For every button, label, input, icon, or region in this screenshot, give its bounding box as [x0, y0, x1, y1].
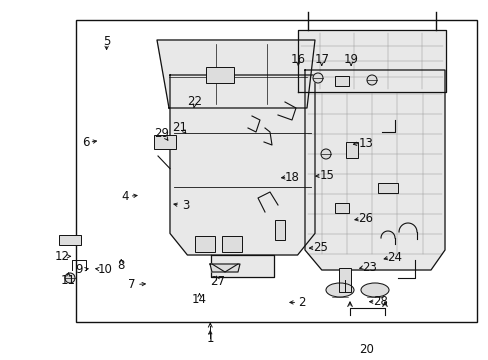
Text: 11: 11: [61, 274, 76, 287]
Text: 4: 4: [121, 190, 128, 203]
Text: 8: 8: [117, 259, 125, 272]
Circle shape: [312, 73, 323, 83]
Text: 25: 25: [312, 241, 327, 254]
Text: 6: 6: [81, 136, 89, 149]
Bar: [59, 235, 81, 245]
Text: 22: 22: [187, 95, 202, 108]
Text: 17: 17: [314, 53, 328, 66]
Bar: [274, 220, 285, 240]
Text: 16: 16: [290, 53, 305, 66]
Bar: [334, 203, 348, 213]
Polygon shape: [297, 30, 445, 92]
Polygon shape: [157, 40, 314, 108]
Text: 13: 13: [358, 137, 372, 150]
Bar: [205, 67, 234, 83]
Text: 10: 10: [98, 263, 112, 276]
Text: 19: 19: [343, 53, 358, 66]
Polygon shape: [170, 75, 314, 255]
Polygon shape: [305, 70, 444, 270]
Bar: [76, 20, 476, 322]
Text: 15: 15: [319, 169, 333, 182]
Text: 9: 9: [75, 263, 83, 276]
Bar: [346, 142, 357, 158]
Bar: [222, 236, 242, 252]
Polygon shape: [210, 255, 274, 277]
Text: 7: 7: [128, 278, 136, 291]
Bar: [195, 236, 215, 252]
Ellipse shape: [325, 283, 353, 297]
Text: 12: 12: [55, 250, 70, 263]
Text: 28: 28: [372, 295, 387, 308]
Text: 27: 27: [210, 275, 224, 288]
Text: 18: 18: [285, 171, 299, 184]
Bar: [154, 135, 176, 149]
Text: 26: 26: [358, 212, 372, 225]
Text: 5: 5: [102, 35, 110, 48]
Bar: [377, 183, 397, 193]
Text: 29: 29: [154, 127, 168, 140]
Circle shape: [366, 75, 376, 85]
Text: 24: 24: [387, 251, 402, 264]
Text: 23: 23: [361, 261, 376, 274]
Text: 3: 3: [182, 199, 189, 212]
Bar: [334, 76, 348, 86]
Circle shape: [320, 149, 330, 159]
Text: 2: 2: [298, 296, 305, 309]
Text: 21: 21: [172, 121, 187, 134]
Ellipse shape: [360, 283, 388, 297]
Text: 14: 14: [192, 293, 206, 306]
Bar: [338, 268, 350, 292]
Circle shape: [65, 273, 75, 283]
Text: 1: 1: [206, 332, 214, 345]
Text: 20: 20: [359, 343, 373, 356]
Polygon shape: [209, 264, 240, 272]
